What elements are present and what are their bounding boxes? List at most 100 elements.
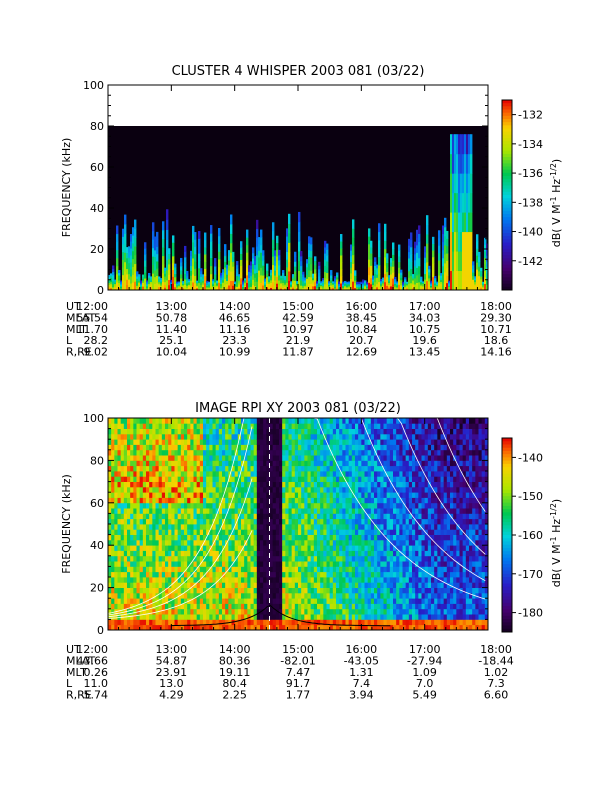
spectrogram-cell (171, 614, 175, 620)
spectrogram-cell (266, 476, 270, 482)
spectrogram-cell (193, 619, 198, 626)
spectrogram-cell (282, 471, 286, 477)
spectrogram-cell (196, 603, 201, 610)
spectrogram-cell (351, 497, 356, 504)
spectrogram-cell (158, 492, 163, 498)
spectrogram-cell (206, 518, 210, 525)
spectrogram-cell (298, 486, 302, 493)
spectrogram-cell (339, 502, 343, 509)
spectrogram-cell (218, 614, 223, 620)
spectrogram-cell (486, 278, 489, 285)
spectrogram-cell (339, 555, 343, 562)
spectrogram-cell (285, 423, 289, 429)
spectrogram-cell (161, 486, 166, 493)
spectrogram-cell (256, 465, 261, 472)
spectrogram-cell (117, 508, 122, 514)
spectrogram-cell (133, 439, 137, 445)
spectrogram-cell (237, 524, 242, 530)
spectrogram-cell (256, 460, 261, 467)
spectrogram-cell (313, 428, 318, 435)
spectrogram-cell (342, 439, 346, 445)
spectrogram-cell (279, 555, 283, 562)
spectrogram-cell (361, 502, 365, 509)
spectrogram-cell (317, 598, 321, 604)
spectrogram-cell (282, 465, 286, 472)
spectrogram-cell (161, 592, 166, 599)
spectrogram-cell (342, 592, 346, 599)
spectrogram-cell (307, 428, 312, 435)
spectrogram-cell (320, 534, 324, 541)
spectrogram-cell (222, 608, 226, 615)
spectrogram-cell (307, 571, 312, 578)
spectrogram-cell (396, 284, 399, 287)
spectrogram-cell (203, 471, 207, 477)
spectrogram-cell (364, 577, 369, 583)
spectrogram-cell (215, 455, 220, 461)
spectrogram-cell (275, 497, 280, 504)
spectrogram-cell (234, 492, 239, 498)
spectrogram-cell (396, 281, 399, 284)
spectrogram-cell (326, 481, 331, 488)
spectrogram-cell (247, 577, 251, 583)
spectrogram-cell (114, 603, 118, 610)
spectrogram-cell (204, 268, 207, 277)
spectrogram-cell (127, 550, 131, 557)
spectrogram-cell (127, 460, 131, 467)
spectrogram-cell (323, 433, 327, 440)
spectrogram-cell (165, 433, 169, 440)
spectrogram-cell (282, 524, 286, 530)
spectrogram-cell (155, 444, 160, 451)
spectrogram-cell (155, 582, 160, 588)
spectrogram-cell (187, 418, 191, 424)
spectrogram-cell (339, 619, 343, 626)
spectrogram-cell (146, 428, 150, 435)
spectrogram-cell (263, 619, 267, 626)
spectrogram-cell (215, 513, 220, 520)
spectrogram-cell (176, 282, 179, 285)
spectrogram-cell (193, 508, 198, 514)
spectrogram-cell (120, 577, 125, 583)
spectrogram-cell (334, 286, 337, 289)
spectrogram-cell (156, 239, 159, 247)
spectrogram-cell (108, 418, 112, 424)
spectrogram-cell (424, 251, 427, 258)
cluster-panel: CLUSTER 4 WHISPER 2003 081 (03/22)020406… (60, 64, 563, 359)
spectrogram-cell (342, 582, 346, 588)
spectrogram-cell (342, 624, 346, 631)
spectrogram-cell (262, 260, 265, 266)
spectrogram-cell (351, 561, 356, 567)
spectrogram-cell (291, 598, 296, 604)
spectrogram-cell (193, 524, 198, 530)
spectrogram-cell (108, 571, 112, 578)
spectrogram-cell (460, 251, 463, 272)
spectrogram-cell (342, 428, 346, 435)
spectrogram-cell (355, 486, 359, 493)
spectrogram-cell (171, 598, 175, 604)
spectrogram-cell (204, 261, 207, 269)
spectrogram-cell (206, 428, 210, 435)
spectrogram-cell (364, 587, 369, 594)
spectrogram-cell (355, 603, 359, 610)
spectrogram-cell (111, 545, 115, 551)
spectrogram-cell (304, 455, 308, 461)
spectrogram-cell (196, 444, 201, 451)
spectrogram-cell (345, 524, 350, 530)
spectrogram-cell (318, 268, 321, 273)
spectrogram-cell (294, 497, 299, 504)
spectrogram-cell (108, 460, 112, 467)
spectrogram-cell (176, 281, 179, 284)
spectrogram-cell (318, 275, 321, 280)
spectrogram-cell (269, 471, 274, 477)
spectrogram-cell (123, 577, 128, 583)
spectrogram-cell (142, 539, 147, 546)
spectrogram-cell (209, 614, 213, 620)
spectrogram-cell (253, 423, 258, 429)
spectrogram-cell (203, 465, 207, 472)
spectrogram-cell (133, 534, 137, 541)
spectrogram-cell (291, 439, 296, 445)
spectrogram-cell (242, 286, 245, 289)
spectrogram-cell (266, 566, 270, 573)
spectrogram-cell (298, 577, 302, 583)
spectrogram-cell (272, 598, 277, 604)
spectrogram-cell (142, 278, 145, 281)
